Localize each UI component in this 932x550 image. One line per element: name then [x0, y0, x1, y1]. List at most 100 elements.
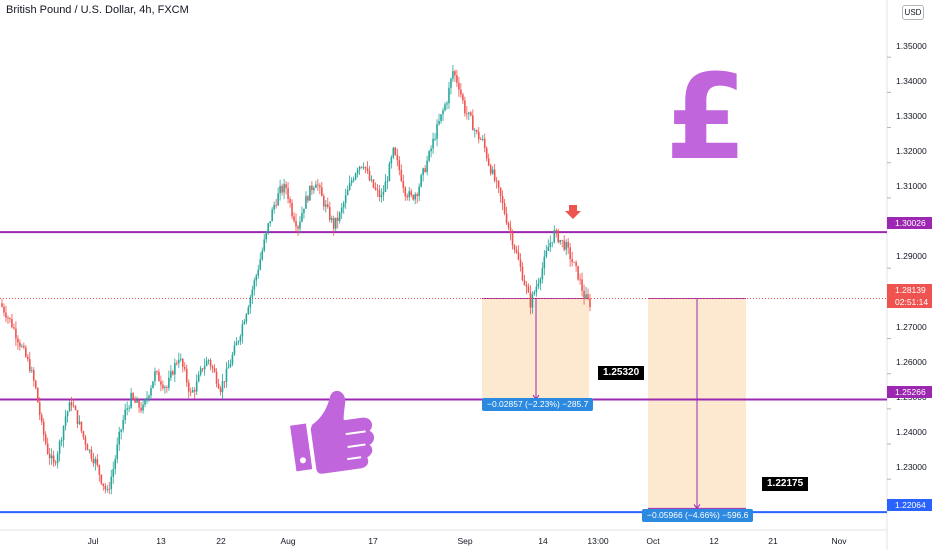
- bear-candle: [84, 437, 87, 445]
- bear-candle: [519, 259, 522, 267]
- bull-candle: [434, 138, 436, 140]
- bull-candle: [414, 194, 416, 200]
- price-tick: 1.26000: [896, 357, 927, 367]
- bull-candle: [348, 183, 351, 191]
- bear-candle: [406, 196, 409, 198]
- bear-candle: [275, 204, 277, 206]
- lower-support-price-tag: 1.22064: [887, 499, 932, 511]
- bull-candle: [305, 196, 307, 209]
- bear-candle: [102, 483, 105, 486]
- bear-candle: [374, 187, 377, 190]
- symbol-title: British Pound / U.S. Dollar, 4h, FXCM: [6, 4, 189, 16]
- bear-candle: [456, 75, 458, 83]
- bear-candle: [515, 249, 518, 253]
- currency-badge[interactable]: USD: [902, 5, 924, 20]
- bear-candle: [336, 217, 339, 221]
- bear-candle: [36, 387, 39, 403]
- bull-candle: [559, 239, 562, 243]
- bear-candle: [201, 368, 204, 370]
- bull-candle: [154, 371, 156, 382]
- bear-candle: [108, 488, 111, 490]
- bull-candle: [245, 314, 248, 322]
- bear-candle: [563, 240, 565, 250]
- bear-candle: [48, 453, 51, 459]
- bull-candle: [309, 185, 311, 201]
- bear-candle: [326, 204, 329, 207]
- bull-candle: [30, 370, 33, 372]
- bull-candle: [122, 420, 124, 430]
- bull-candle: [191, 390, 194, 393]
- bull-candle: [585, 294, 587, 299]
- bull-candle: [255, 275, 258, 281]
- bear-candle: [497, 180, 500, 188]
- support-price-tag: 1.25266: [887, 386, 932, 398]
- bear-candle: [573, 261, 575, 263]
- bear-candle: [285, 184, 287, 189]
- time-tick: 22: [216, 536, 226, 546]
- bear-candle: [217, 383, 220, 389]
- time-tick: 12: [709, 536, 719, 546]
- bull-candle: [60, 439, 63, 442]
- bull-candle: [362, 166, 365, 168]
- bull-candle: [432, 138, 434, 149]
- bear-candle: [213, 368, 216, 373]
- bull-candle: [225, 368, 228, 382]
- bull-candle: [350, 180, 353, 184]
- bull-candle: [178, 359, 180, 364]
- bear-candle: [402, 181, 405, 188]
- bull-candle: [205, 360, 208, 366]
- bear-candle: [140, 407, 142, 411]
- bear-candle: [396, 154, 399, 161]
- bear-candle: [378, 190, 381, 198]
- bear-candle: [160, 381, 162, 385]
- target-callout-2[interactable]: 1.22175: [762, 477, 809, 491]
- bull-candle: [444, 104, 446, 111]
- bear-candle: [215, 372, 218, 384]
- bear-candle: [90, 449, 93, 459]
- bear-candle: [410, 191, 413, 196]
- bear-candle: [72, 405, 75, 407]
- bear-candle: [376, 189, 379, 191]
- bear-candle: [400, 170, 403, 182]
- bear-candle: [505, 213, 508, 224]
- time-tick: 13: [156, 536, 166, 546]
- bull-candle: [340, 207, 343, 213]
- bull-candle: [303, 208, 305, 214]
- bull-candle: [352, 179, 355, 181]
- bull-candle: [428, 151, 430, 161]
- bear-candle: [462, 94, 464, 101]
- time-tick: Jul: [87, 536, 99, 546]
- time-tick: Sep: [457, 536, 473, 546]
- measure-label-1[interactable]: −0.02857 (−2.23%) −285.7: [482, 398, 594, 411]
- bull-candle: [62, 425, 65, 440]
- bear-candle: [98, 465, 101, 475]
- bear-candle: [11, 319, 13, 328]
- bull-candle: [440, 114, 442, 121]
- bear-candle: [317, 184, 319, 186]
- time-tick: 14: [538, 536, 548, 546]
- bear-candle: [360, 166, 363, 168]
- bear-candle: [82, 431, 85, 438]
- bull-candle: [382, 191, 385, 196]
- bull-candle: [56, 454, 59, 464]
- bull-candle: [152, 381, 154, 389]
- bull-candle: [195, 381, 198, 392]
- bar-countdown: 02:51:14: [887, 296, 932, 308]
- bear-candle: [509, 227, 512, 233]
- pound-sign-icon: £: [665, 48, 747, 186]
- bull-candle: [279, 185, 281, 194]
- bear-candle: [587, 294, 589, 299]
- target-callout-1[interactable]: 1.25320: [598, 366, 645, 380]
- bull-candle: [168, 377, 170, 388]
- bear-candle: [209, 360, 212, 367]
- bear-candle: [76, 410, 79, 424]
- bear-candle: [193, 390, 196, 392]
- bear-candle: [172, 371, 174, 375]
- bear-candle: [44, 434, 47, 444]
- bull-candle: [422, 168, 424, 176]
- bear-candle: [321, 187, 323, 197]
- measure-label-2[interactable]: −0.05966 (−4.66%) −596.6: [642, 509, 754, 522]
- bear-candle: [5, 312, 7, 318]
- bear-candle: [557, 230, 560, 243]
